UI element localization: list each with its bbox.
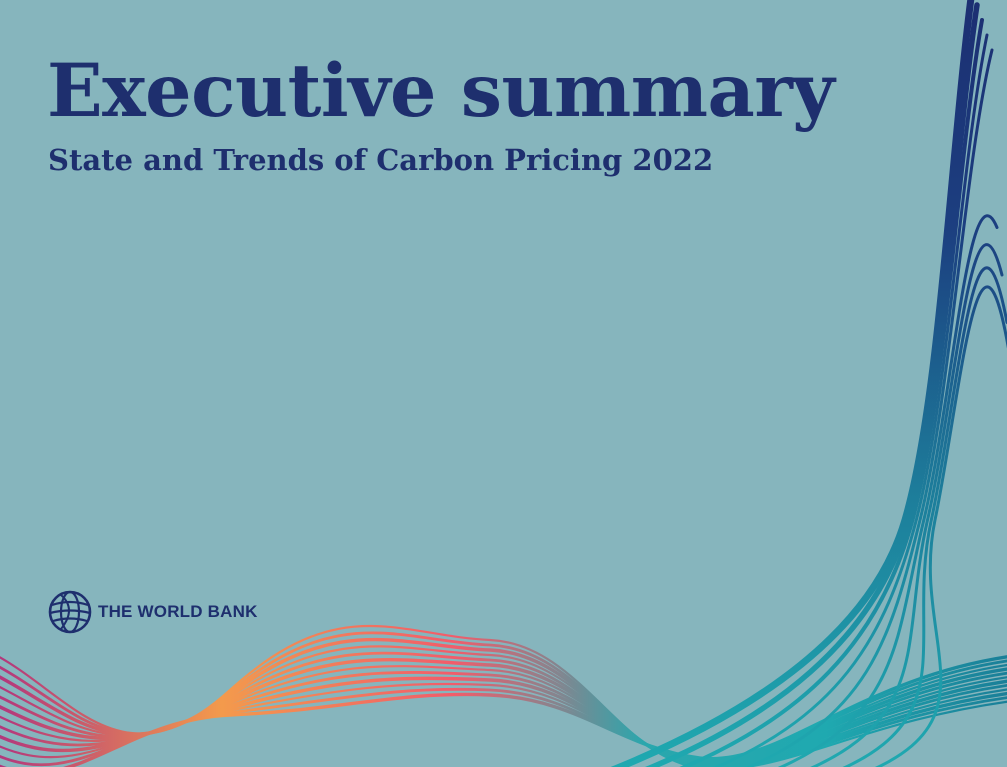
wave-line-rising — [679, 18, 984, 767]
wave-line-rising — [644, 2, 980, 767]
logo-wordmark: THE WORLD BANK — [98, 602, 258, 621]
page-subtitle: State and Trends of Carbon Pricing 2022 — [48, 143, 714, 177]
wave-line-rising — [809, 243, 1004, 767]
wave-line-rising — [610, 0, 975, 767]
wave-line — [0, 664, 1007, 762]
wave-bundle-bottom — [0, 624, 1007, 767]
world-bank-logo: THE WORLD BANK — [47, 588, 258, 636]
wave-line-rising — [745, 48, 994, 767]
page-title: Executive summary — [47, 48, 835, 134]
globe-icon — [48, 590, 92, 634]
wave-line — [0, 655, 1007, 767]
wave-line-rising — [842, 266, 1007, 767]
wave-bundle-rising — [610, 0, 1007, 767]
wave-line-rising — [777, 214, 999, 767]
wave-line-rising — [874, 285, 1007, 767]
wave-line-rising — [712, 33, 989, 767]
